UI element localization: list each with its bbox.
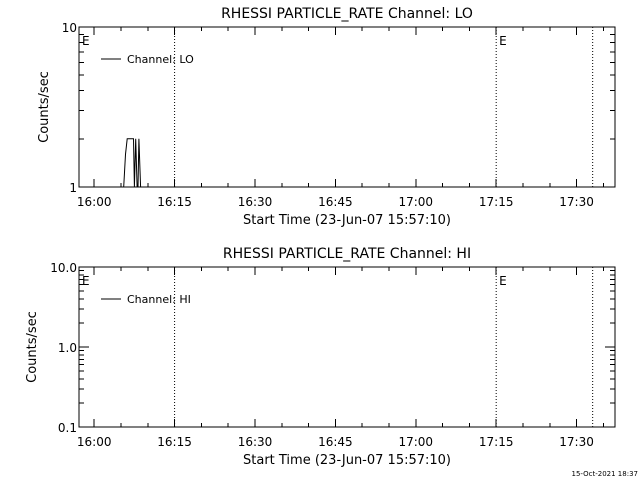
series-line [123, 138, 142, 188]
x-tick-label: 16:00 [77, 435, 112, 449]
plot-frame [78, 266, 616, 428]
x-tick-label: 17:00 [398, 195, 433, 209]
x-tick-label: 17:30 [559, 435, 594, 449]
x-tick-label: 17:30 [559, 195, 594, 209]
y-tick-label: 0.1 [58, 421, 77, 435]
x-tick-label: 16:00 [77, 195, 112, 209]
x-tick-label: 16:45 [318, 195, 353, 209]
y-tick-label: 10 [62, 21, 77, 35]
chart-title: RHESSI PARTICLE_RATE Channel: HI [223, 246, 471, 262]
y-tick-label: 10.0 [50, 261, 77, 275]
x-tick-label: 16:30 [238, 435, 273, 449]
x-tick-label: 16:15 [157, 195, 192, 209]
y-axis-label: Counts/sec [37, 71, 52, 143]
plot-frame [78, 26, 616, 188]
x-tick-label: 17:15 [479, 195, 514, 209]
event-marker-label: E [82, 34, 90, 48]
panel-1: RHESSI PARTICLE_RATE Channel: LO 16:00 16:… [37, 6, 616, 228]
x-tick-label: 16:45 [318, 435, 353, 449]
x-tick-label: 17:15 [479, 435, 514, 449]
footer-timestamp: 15-Oct-2021 18:37 [572, 470, 638, 478]
y-tick-label: 1 [69, 181, 77, 195]
x-axis-label: Start Time (23-Jun-07 15:57:10) [243, 453, 451, 468]
x-tick-label: 16:30 [238, 195, 273, 209]
event-marker-label: E [82, 274, 90, 288]
x-axis-label: Start Time (23-Jun-07 15:57:10) [243, 213, 451, 228]
chart-title: RHESSI PARTICLE_RATE Channel: LO [221, 6, 473, 22]
legend-entry: Channel: HI [127, 293, 191, 306]
legend-entry: Channel: LO [127, 53, 194, 66]
x-tick-label: 16:15 [157, 435, 192, 449]
x-tick-label: 17:00 [398, 435, 433, 449]
panel-2: RHESSI PARTICLE_RATE Channel: HI 16:00 16:… [25, 246, 616, 468]
y-tick-label: 1.0 [58, 341, 77, 355]
event-marker-label: E [499, 274, 507, 288]
event-marker-label: E [499, 34, 507, 48]
y-axis-label: Counts/sec [25, 311, 40, 383]
